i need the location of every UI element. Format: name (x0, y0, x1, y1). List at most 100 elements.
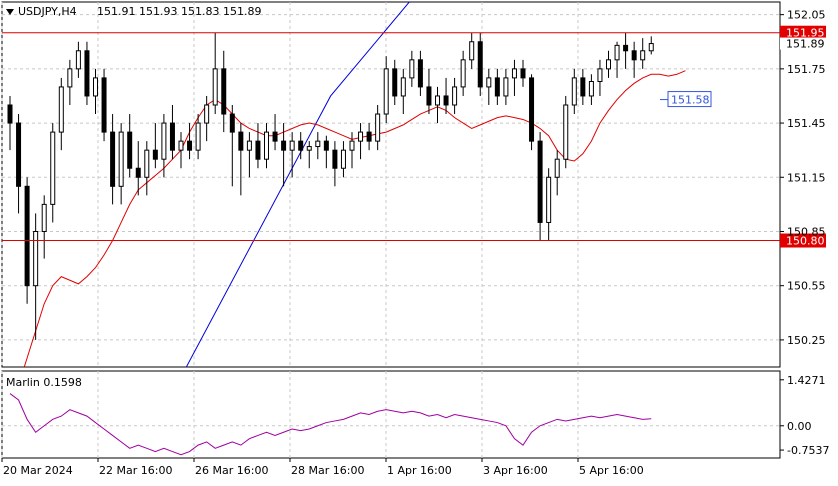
candle-body (238, 131, 244, 151)
candle-body (58, 86, 64, 133)
level-price-label: 150.80 (786, 235, 825, 248)
price-tick-label: 151.15 (787, 171, 826, 184)
price-tick-label: 150.55 (787, 280, 826, 293)
candle-body (7, 104, 13, 124)
ma-line (23, 70, 686, 367)
candle-body (383, 68, 389, 115)
candle-body (75, 50, 81, 70)
candle-body (169, 122, 175, 151)
time-tick-label: 1 Apr 16:00 (387, 464, 452, 477)
candle-body (161, 122, 167, 160)
price-pane-frame (1, 1, 781, 368)
candle-body (648, 43, 654, 52)
indicator-tick-label: 1.4271 (787, 374, 826, 387)
level-price-box (780, 25, 826, 40)
level-price-label: 151.95 (786, 27, 825, 40)
time-tick-label: 5 Apr 16:00 (579, 464, 644, 477)
candle-body (486, 77, 492, 88)
candle-body (204, 104, 210, 124)
candle-body (400, 77, 406, 97)
price-tick-label: 151.75 (787, 63, 826, 76)
candle-body (178, 140, 184, 151)
candle-body (16, 122, 22, 187)
candle-body (606, 59, 611, 70)
candle-body (281, 140, 287, 151)
candle-body (152, 149, 158, 160)
ohlc-readout: 151.91 151.93 151.83 151.89 (97, 5, 261, 18)
candle-body (631, 50, 637, 61)
candle-body (417, 59, 423, 88)
indicator-pane-frame (1, 370, 781, 459)
candle-body (323, 140, 329, 151)
candle-body (358, 131, 364, 142)
time-tick-label: 22 Mar 16:00 (99, 464, 172, 477)
candle-body (443, 95, 449, 106)
candle-body (375, 113, 381, 142)
trendline (185, 2, 410, 367)
candle-body (520, 68, 526, 79)
candle-body (554, 158, 560, 178)
candle-body (212, 68, 218, 106)
candle-body (187, 140, 193, 151)
candle-body (332, 149, 338, 169)
price-tick-label: 150.25 (787, 334, 826, 347)
candle-body (101, 77, 107, 133)
candle-body (306, 146, 312, 151)
candle-body (135, 167, 141, 178)
candle-body (315, 140, 321, 148)
candle-body (93, 77, 98, 97)
indicator-grid (1, 371, 780, 458)
alert-price-label: 151.58 (671, 94, 710, 107)
candle-body (195, 122, 201, 151)
price-tick-label: 150.85 (787, 225, 826, 238)
candle-body (255, 140, 261, 160)
candle-body (229, 113, 235, 133)
alert-price-box (667, 91, 712, 108)
time-tick-label: 3 Apr 16:00 (483, 464, 548, 477)
candle-body (494, 77, 500, 97)
candle-body (435, 95, 440, 106)
candle-body (340, 149, 346, 169)
candle-body (144, 149, 150, 178)
candle-body (349, 140, 355, 151)
candle-body (272, 131, 278, 142)
candle-body (33, 230, 39, 287)
trendline-path (185, 2, 410, 367)
candle-body (563, 104, 569, 160)
candle-body (110, 131, 116, 187)
current-price-box (780, 37, 826, 50)
candle-body (246, 140, 252, 151)
indicator-label: Marlin 0.1598 (6, 376, 82, 389)
price-axis: 152.05 151.75 151.45 151.15 150.85 150.55 150.… (780, 9, 826, 347)
time-tick-label: 28 Mar 16:00 (291, 464, 364, 477)
collapse-triangle-icon[interactable] (6, 9, 14, 15)
candle-body (571, 77, 577, 106)
candle-body (580, 77, 586, 97)
candles (7, 32, 654, 340)
candle-body (623, 44, 629, 52)
candle-body (409, 59, 415, 79)
candle-body (477, 41, 483, 88)
candle-body (392, 68, 398, 97)
candle-body (84, 50, 90, 97)
candle-body (221, 68, 227, 115)
candle-body (546, 176, 552, 223)
time-tick-label: 20 Mar 2024 (3, 464, 73, 477)
candle-body (460, 59, 466, 88)
time-axis: 20 Mar 2024 22 Mar 16:00 26 Mar 16:00 28 Ma… (1, 458, 644, 477)
level-price-box (780, 233, 826, 248)
price-tick-label: 152.05 (787, 9, 826, 22)
levels: 151.95 150.80 151.89 151.58 (2, 25, 826, 248)
indicator-tick-label: 0.00 (787, 420, 812, 433)
marlin-indicator (9, 393, 652, 456)
candle-body (511, 68, 517, 79)
candle-body (614, 44, 620, 61)
marlin-line (9, 393, 652, 456)
price-tick-label: 151.45 (787, 117, 826, 130)
candle-body (67, 68, 73, 88)
candle-body (118, 131, 124, 187)
candle-body (264, 131, 269, 160)
candle-body (24, 185, 30, 287)
